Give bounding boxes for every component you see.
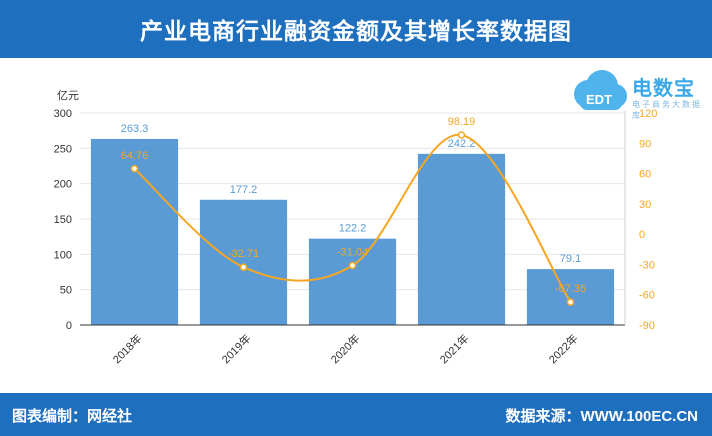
bar-value-label: 242.2	[448, 138, 476, 150]
x-tick-label: 2019年	[219, 331, 254, 366]
growth-rate-label: -32.71	[228, 248, 259, 260]
y-right-tick-label: 30	[639, 199, 651, 211]
y-right-tick-label: 0	[639, 229, 645, 241]
chart-title: 产业电商行业融资金额及其增长率数据图	[140, 18, 572, 44]
y-left-axis-label: 亿元	[57, 89, 79, 102]
growth-rate-point	[457, 131, 466, 139]
logo-badge: EDT	[586, 92, 612, 107]
y-right-tick-label: -60	[639, 290, 655, 302]
y-left-tick-label: 250	[54, 143, 72, 155]
y-left-tick-label: 200	[54, 179, 72, 191]
cloud-icon: EDT	[574, 70, 627, 110]
growth-rate-label: -67.35	[555, 283, 586, 295]
growth-rate-line	[133, 134, 572, 303]
y-right-tick-label: -30	[639, 259, 655, 271]
y-left-tick-label: 100	[54, 249, 72, 261]
logo: EDT 电数宝 电子商务大数据库	[568, 66, 708, 126]
bar-value-label: 263.3	[121, 123, 149, 135]
bar	[417, 153, 506, 325]
footer-credit: 图表编制：网经社	[12, 408, 133, 425]
bar-value-label: 79.1	[560, 253, 581, 265]
footer-source: 数据来源：WWW.100EC.CN	[505, 408, 698, 425]
logo-name: 电数宝	[632, 78, 695, 100]
growth-rate-point	[239, 263, 248, 271]
footer-banner: 图表编制：网经社 数据来源：WWW.100EC.CN	[0, 393, 712, 436]
growth-rate-label: 64.76	[121, 150, 149, 162]
y-left-tick-label: 50	[60, 285, 72, 297]
growth-rate-point	[130, 165, 139, 173]
bar-value-label: 122.2	[339, 223, 367, 235]
x-tick-label: 2022年	[546, 331, 581, 366]
x-tick-label: 2020年	[328, 331, 363, 366]
bar	[526, 269, 615, 325]
bar-value-label: 177.2	[230, 184, 258, 196]
y-left-tick-label: 300	[54, 108, 72, 120]
chart: 0 50 100 150 200 250 300 -90 -60 -30 0 30 60 90 120 亿元 2…	[54, 89, 658, 366]
y-right-tick-label: -90	[639, 320, 655, 332]
growth-rate-label: 98.19	[448, 116, 476, 128]
y-left-tick-label: 150	[54, 214, 72, 226]
chart-title-banner: 产业电商行业融资金额及其增长率数据图	[0, 0, 712, 58]
growth-rate-point	[348, 261, 357, 270]
growth-rate-label: -31.04	[337, 246, 368, 258]
bar	[308, 238, 397, 325]
y-right-tick-label: 90	[639, 138, 651, 150]
logo-subtitle: 电子商务大数据库	[632, 100, 702, 120]
x-tick-label: 2021年	[437, 331, 472, 366]
y-left-tick-label: 0	[66, 320, 72, 332]
y-right-tick-label: 60	[639, 169, 651, 181]
bar	[199, 199, 288, 325]
y-right-tick-label: 120	[639, 108, 657, 120]
x-tick-label: 2018年	[110, 331, 145, 366]
growth-rate-point	[566, 298, 575, 306]
